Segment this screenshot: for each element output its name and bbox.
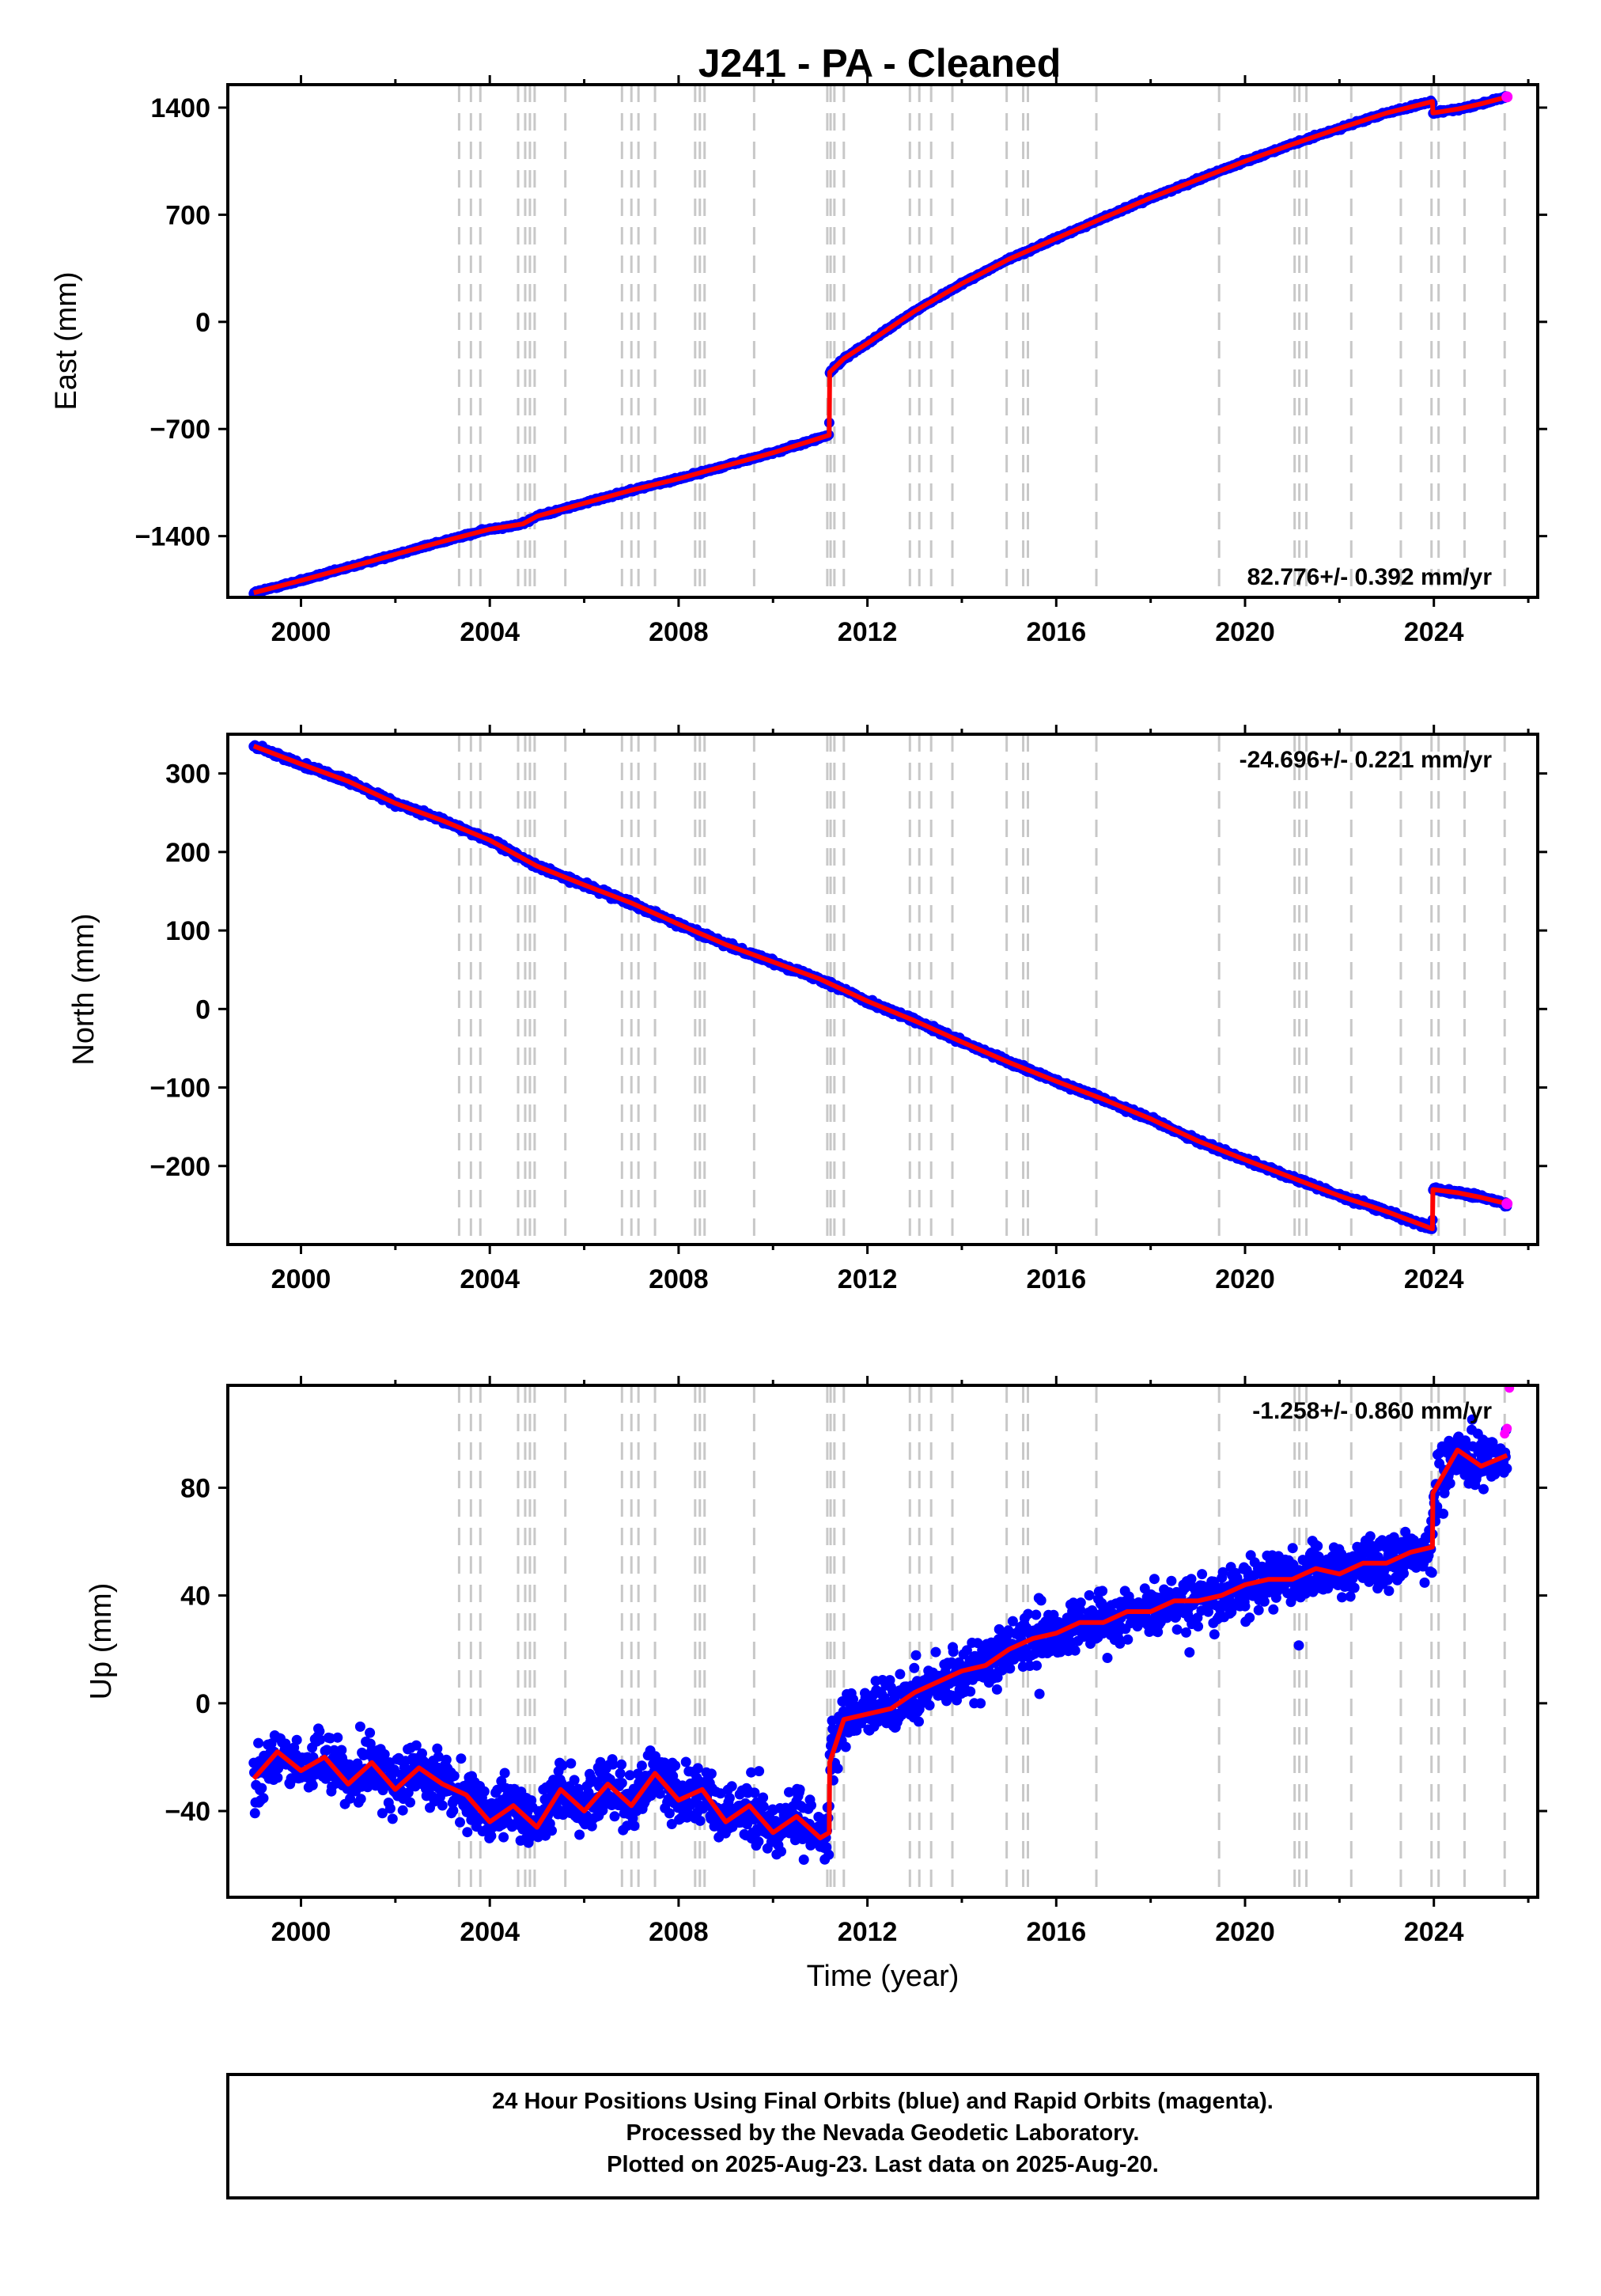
y-tick-label: 1400 bbox=[150, 93, 210, 123]
rapid-orbit-point bbox=[1501, 1198, 1513, 1210]
y-tick-label: 0 bbox=[195, 995, 210, 1025]
y-tick-label: 200 bbox=[165, 838, 210, 868]
panel-frame bbox=[226, 733, 1539, 1246]
panel-frame bbox=[226, 83, 1539, 599]
y-tick-label: −100 bbox=[150, 1074, 210, 1104]
footer-line-2: Processed by the Nevada Geodetic Laborat… bbox=[626, 2120, 1140, 2146]
x-tick-label: 2004 bbox=[460, 617, 520, 647]
model-curve bbox=[252, 1447, 1508, 1841]
x-tick-label: 2024 bbox=[1404, 617, 1464, 647]
y-axis-label: Up (mm) bbox=[85, 1583, 118, 1700]
x-tick-label: 2000 bbox=[271, 1917, 331, 1947]
y-axis-label: North (mm) bbox=[67, 913, 100, 1065]
legend-frame bbox=[226, 2073, 1539, 2199]
x-tick-label: 2016 bbox=[1026, 1917, 1086, 1947]
panel-north: 2000 2004 2008 2012 2016 2020 2024 300 200 100 0 −1… bbox=[67, 725, 1547, 1294]
footer-line-3: Plotted on 2025-Aug-23. Last data on 202… bbox=[607, 2152, 1159, 2177]
x-tick-label: 2020 bbox=[1215, 1917, 1275, 1947]
panel-frame bbox=[226, 1384, 1539, 1899]
rapid-orbit-point bbox=[1502, 1423, 1512, 1434]
panels: 2000 2004 2008 2012 2016 2020 202414007000−700… bbox=[50, 75, 1547, 1993]
rate-label: -1.258+/- 0.860 mm/yr bbox=[1252, 1398, 1492, 1424]
y-tick-label: −40 bbox=[165, 1797, 210, 1827]
final-orbit-points bbox=[248, 1414, 1512, 1865]
x-tick-label: 2012 bbox=[838, 617, 898, 647]
y-axis-label: East (mm) bbox=[50, 271, 83, 410]
y-tick-label: 300 bbox=[165, 760, 210, 790]
x-tick-label: 2020 bbox=[1215, 1264, 1275, 1294]
rapid-orbit-point bbox=[1504, 1385, 1515, 1393]
y-tick-label: 100 bbox=[165, 916, 210, 946]
panel-east: 2000 2004 2008 2012 2016 2020 2024 1400 700 0 −700… bbox=[50, 75, 1547, 647]
x-tick-label: 2004 bbox=[460, 1264, 520, 1294]
x-tick-label: 2004 bbox=[460, 1917, 520, 1947]
x-axis-label: Time (year) bbox=[807, 1960, 959, 1993]
y-tick-label: 40 bbox=[180, 1582, 210, 1612]
x-tick-label: 2000 bbox=[271, 1264, 331, 1294]
x-tick-label: 2016 bbox=[1026, 617, 1086, 647]
plot-area bbox=[248, 734, 1513, 1245]
plot-area bbox=[248, 1385, 1515, 1897]
y-tick-label: −700 bbox=[150, 415, 210, 445]
x-tick-label: 2012 bbox=[838, 1917, 898, 1947]
footer-line-1: 24 Hour Positions Using Final Orbits (bl… bbox=[492, 2089, 1274, 2114]
x-tick-label: 2016 bbox=[1026, 1264, 1086, 1294]
x-tick-label: 2024 bbox=[1404, 1264, 1464, 1294]
y-tick-label: 0 bbox=[195, 1689, 210, 1719]
x-tick-label: 2024 bbox=[1404, 1917, 1464, 1947]
x-tick-label: 2008 bbox=[649, 617, 709, 647]
x-tick-label: 2008 bbox=[649, 1917, 709, 1947]
x-tick-label: 2000 bbox=[271, 617, 331, 647]
plot-area bbox=[248, 85, 1513, 597]
rapid-orbit-point bbox=[1501, 91, 1513, 103]
panel-up: 2000 2004 2008 2012 2016 2020 2024 80 40 0 −40 Up (… bbox=[85, 1376, 1547, 1947]
model-curve bbox=[253, 94, 1508, 596]
legend-box: 24 Hour Positions Using Final Orbits (bl… bbox=[226, 2073, 1539, 2199]
y-tick-label: 0 bbox=[195, 308, 210, 338]
y-tick-label: 80 bbox=[180, 1473, 210, 1503]
x-tick-label: 2008 bbox=[649, 1264, 709, 1294]
final-orbit-points bbox=[248, 91, 1512, 597]
model-curve bbox=[252, 744, 1508, 1232]
rate-label: 82.776+/- 0.392 mm/yr bbox=[1247, 564, 1493, 590]
x-tick-label: 2020 bbox=[1215, 617, 1275, 647]
y-tick-label: 700 bbox=[165, 200, 210, 230]
x-tick-label: 2012 bbox=[838, 1264, 898, 1294]
y-tick-label: −1400 bbox=[135, 522, 211, 552]
chart-title: J241 - PA - Cleaned bbox=[698, 41, 1062, 85]
y-tick-label: −200 bbox=[150, 1152, 210, 1182]
rate-label: -24.696+/- 0.221 mm/yr bbox=[1240, 747, 1493, 773]
